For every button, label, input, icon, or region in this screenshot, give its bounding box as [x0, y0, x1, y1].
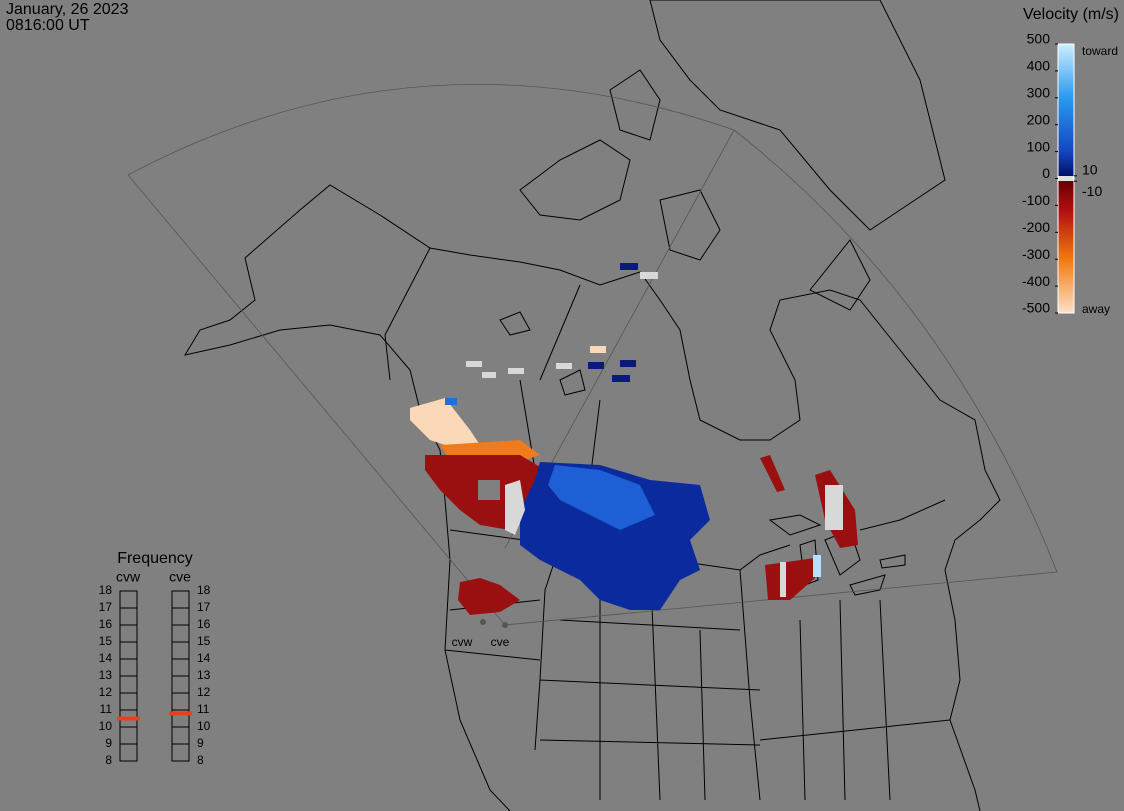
- frequency-tick-label: 9: [197, 736, 204, 750]
- radar-map-label: cvw: [452, 635, 473, 649]
- frequency-tick-label: 11: [197, 702, 210, 716]
- radar-column-label: cvw: [116, 569, 141, 585]
- toward-label: toward: [1082, 44, 1118, 58]
- threshold-label: -10: [1082, 183, 1102, 199]
- velocity-cells: [410, 263, 858, 615]
- frequency-title: Frequency: [117, 550, 193, 567]
- radar-site: [480, 619, 486, 625]
- frequency-tick-label: 18: [197, 583, 211, 597]
- frequency-tick-label: 8: [197, 753, 204, 767]
- colorbar-tick-label: -400: [1022, 273, 1050, 289]
- frequency-tick-label: 14: [197, 651, 211, 665]
- frequency-tick-label: 12: [99, 685, 113, 699]
- frequency-tick-label: 15: [197, 634, 211, 648]
- away-label: away: [1082, 302, 1110, 316]
- colorbar-tick-label: 100: [1027, 138, 1051, 154]
- frequency-tick-label: 8: [105, 753, 112, 767]
- frequency-tick-label: 12: [197, 685, 211, 699]
- frequency-tick-label: 17: [99, 600, 113, 614]
- coastlines: [183, 0, 1001, 811]
- velocity-title: Velocity (m/s): [1023, 6, 1119, 23]
- date: January, 26 2023: [6, 1, 129, 18]
- colorbar-tick-label: -300: [1022, 246, 1050, 262]
- time: 0816:00 UT: [6, 17, 90, 34]
- radar-site: [502, 622, 508, 628]
- colorbar: [1057, 43, 1075, 314]
- frequency-tick-label: 11: [100, 702, 113, 716]
- frequency-tick-label: 14: [99, 651, 113, 665]
- frequency-tick-label: 9: [105, 736, 112, 750]
- colorbar-tick-label: -100: [1022, 192, 1050, 208]
- colorbar-tick-label: -500: [1022, 300, 1050, 316]
- colorbar-tick-label: -200: [1022, 219, 1050, 235]
- colorbar-tick-label: 0: [1042, 165, 1050, 181]
- colorbar-tick-label: 300: [1027, 85, 1051, 101]
- frequency-tick-label: 15: [99, 634, 113, 648]
- threshold-label: 10: [1082, 162, 1098, 178]
- colorbar-tick-label: 400: [1027, 58, 1051, 74]
- radar-column-label: cve: [169, 569, 191, 585]
- frequency-tick-label: 18: [99, 583, 113, 597]
- frequency-tick-label: 16: [99, 617, 113, 631]
- colorbar-tick-label: 500: [1027, 31, 1051, 47]
- colorbar-tick-label: 200: [1027, 111, 1051, 127]
- frequency-tick-label: 10: [99, 719, 113, 733]
- frequency-tick-label: 13: [99, 668, 113, 682]
- frequency-tick-label: 13: [197, 668, 211, 682]
- radar-map-label: cve: [491, 635, 510, 649]
- frequency-tick-label: 16: [197, 617, 211, 631]
- frequency-tick-label: 10: [197, 719, 211, 733]
- frequency-tick-label: 17: [197, 600, 211, 614]
